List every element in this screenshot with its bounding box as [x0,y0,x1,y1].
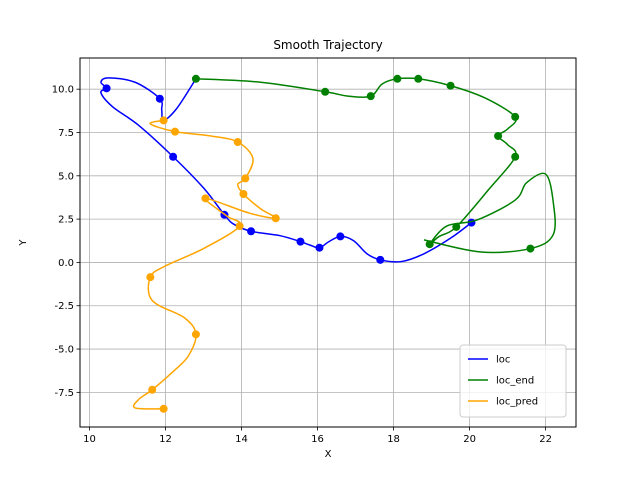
loc-pred-point [201,194,210,203]
y-tick-label: -5.0 [54,345,74,356]
loc-end-point [321,87,330,96]
x-axis-label: X [325,449,332,460]
y-tick-label: 2.5 [58,215,74,226]
loc-end-point [425,240,434,249]
y-tick-label: 7.5 [58,128,74,139]
loc-end-point [511,112,520,121]
loc-point [169,152,178,161]
y-tick-label: 10.0 [52,85,74,96]
loc-end-point [494,131,503,140]
loc-point [376,255,385,264]
x-tick-label: 20 [463,434,476,445]
loc-point [155,94,164,103]
series-loc-pred [132,116,280,413]
plot-frame [79,57,577,428]
series-loc-end [191,74,556,254]
loc-pred-point [159,116,168,125]
loc-end-point [414,74,423,83]
x-tick-label: 10 [83,434,96,445]
loc-pred-point [171,127,180,136]
loc-point [247,227,256,236]
x-tick-label: 16 [311,434,324,445]
chart-title: Smooth Trajectory [273,38,382,52]
y-tick-label: 0.0 [58,258,74,269]
loc-pred-point [239,189,248,198]
loc-end-point [446,81,455,90]
x-tick-label: 22 [539,434,552,445]
loc-end-point [393,74,402,83]
y-tick-label: 5.0 [58,171,74,182]
loc-line [100,77,472,263]
loc-end-point [511,152,520,161]
loc-end-point [526,244,535,253]
loc-point [102,84,111,93]
loc-pred-line [132,119,277,410]
loc-end-point [366,92,375,101]
x-tick-label: 12 [159,434,172,445]
loc-pred-point [148,385,157,394]
loc-pred-point [271,214,280,223]
loc-end-point [452,222,461,231]
legend-label: loc_end [496,376,534,387]
loc-pred-point [159,404,168,413]
loc-pred-point [146,273,155,282]
axis-ticks: 10 12 14 16 18 20 22 -7.5 -5.0 -2.5 0.0 2.5 5.0 7.5 10… [52,85,552,445]
x-tick-label: 18 [387,434,400,445]
loc-point [296,237,305,246]
loc-pred-point [235,222,244,231]
legend-label: loc [496,355,510,366]
y-tick-label: -7.5 [54,388,74,399]
loc-pred-point [233,138,242,147]
y-axis-label: Y [18,239,29,247]
legend-label: loc_pred [496,397,538,408]
legend-box [459,344,567,418]
y-tick-label: -2.5 [54,301,74,312]
loc-point [336,232,345,241]
loc-pred-point [241,174,250,183]
loc-point [315,243,324,252]
loc-pred-point [191,330,200,339]
series-layer [100,74,556,413]
legend: loc loc_end loc_pred [459,344,567,418]
series-loc [100,77,476,264]
loc-end-point [191,74,200,83]
x-tick-label: 14 [235,434,248,445]
